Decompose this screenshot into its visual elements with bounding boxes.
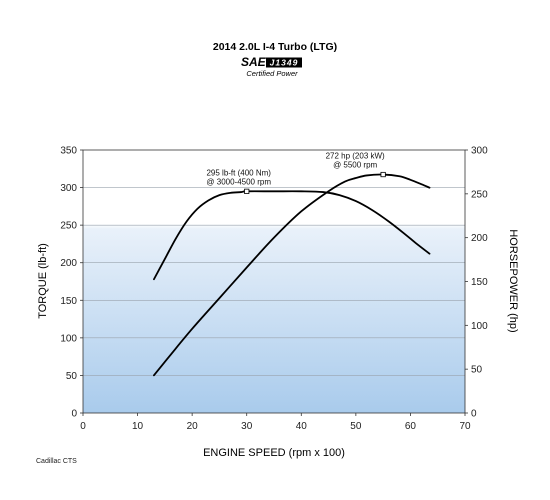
sae-logo: SAE J1349 Certified Power: [241, 55, 302, 78]
left-tick-label: 300: [60, 183, 77, 194]
left-axis-ticks: 0 50 100 150 200 250 300 350: [60, 146, 83, 420]
right-tick-label: 0: [471, 409, 477, 420]
x-tick-label: 30: [241, 421, 253, 432]
left-tick-label: 50: [66, 371, 78, 382]
footnote: Cadillac CTS: [36, 458, 77, 465]
right-tick-label: 300: [471, 146, 488, 157]
sae-standard-badge: [266, 57, 302, 68]
x-tick-label: 10: [132, 421, 144, 432]
right-axis-label: HORSEPOWER (hp): [507, 229, 519, 332]
left-tick-label: 250: [60, 221, 77, 232]
peak-annotations: 295 lb-ft (400 Nm)@ 3000-4500 rpm 272 hp …: [206, 152, 386, 194]
peak-annotation-line: 295 lb-ft (400 Nm): [206, 168, 271, 177]
chart-title: 2014 2.0L I-4 Turbo (LTG): [213, 41, 337, 53]
peak-marker: [380, 171, 386, 178]
sae-standard-text: J1349: [270, 58, 299, 68]
horsepower-curve: [153, 173, 431, 377]
gridlines: [83, 187, 465, 376]
x-tick-label: 50: [350, 421, 362, 432]
left-tick-label: 150: [60, 296, 77, 307]
x-tick-label: 20: [187, 421, 199, 432]
right-axis-ticks: 0 50 100 150 200 250 300: [465, 146, 488, 420]
x-axis-label: ENGINE SPEED (rpm x 100): [203, 447, 345, 459]
left-tick-label: 200: [60, 258, 77, 269]
peak-annotation-line: 272 hp (203 kW): [326, 152, 385, 161]
plot-area: [83, 150, 465, 413]
right-tick-label: 250: [471, 189, 488, 200]
peak-annotation-line: @ 5500 rpm: [333, 161, 377, 170]
left-axis-label: TORQUE (lb-ft): [37, 243, 49, 319]
x-tick-label: 40: [296, 421, 308, 432]
left-tick-label: 0: [71, 409, 77, 420]
torque-curve: [153, 190, 431, 281]
right-tick-label: 150: [471, 277, 488, 288]
right-tick-label: 100: [471, 321, 488, 332]
x-tick-label: 70: [459, 421, 471, 432]
peak-annotation-line: @ 3000-4500 rpm: [206, 177, 271, 186]
left-tick-label: 100: [60, 333, 77, 344]
right-tick-label: 50: [471, 365, 483, 376]
left-tick-label: 350: [60, 146, 77, 157]
peak-marker: [244, 188, 250, 194]
sae-caption: Certified Power: [246, 69, 298, 78]
right-tick-label: 200: [471, 233, 488, 244]
series-lines: [153, 173, 431, 377]
sae-logo-text: SAE: [241, 55, 267, 69]
x-tick-label: 0: [80, 421, 86, 432]
x-axis-ticks: 0 10 20 30 40 50 60 70: [80, 413, 471, 432]
x-tick-label: 60: [405, 421, 417, 432]
